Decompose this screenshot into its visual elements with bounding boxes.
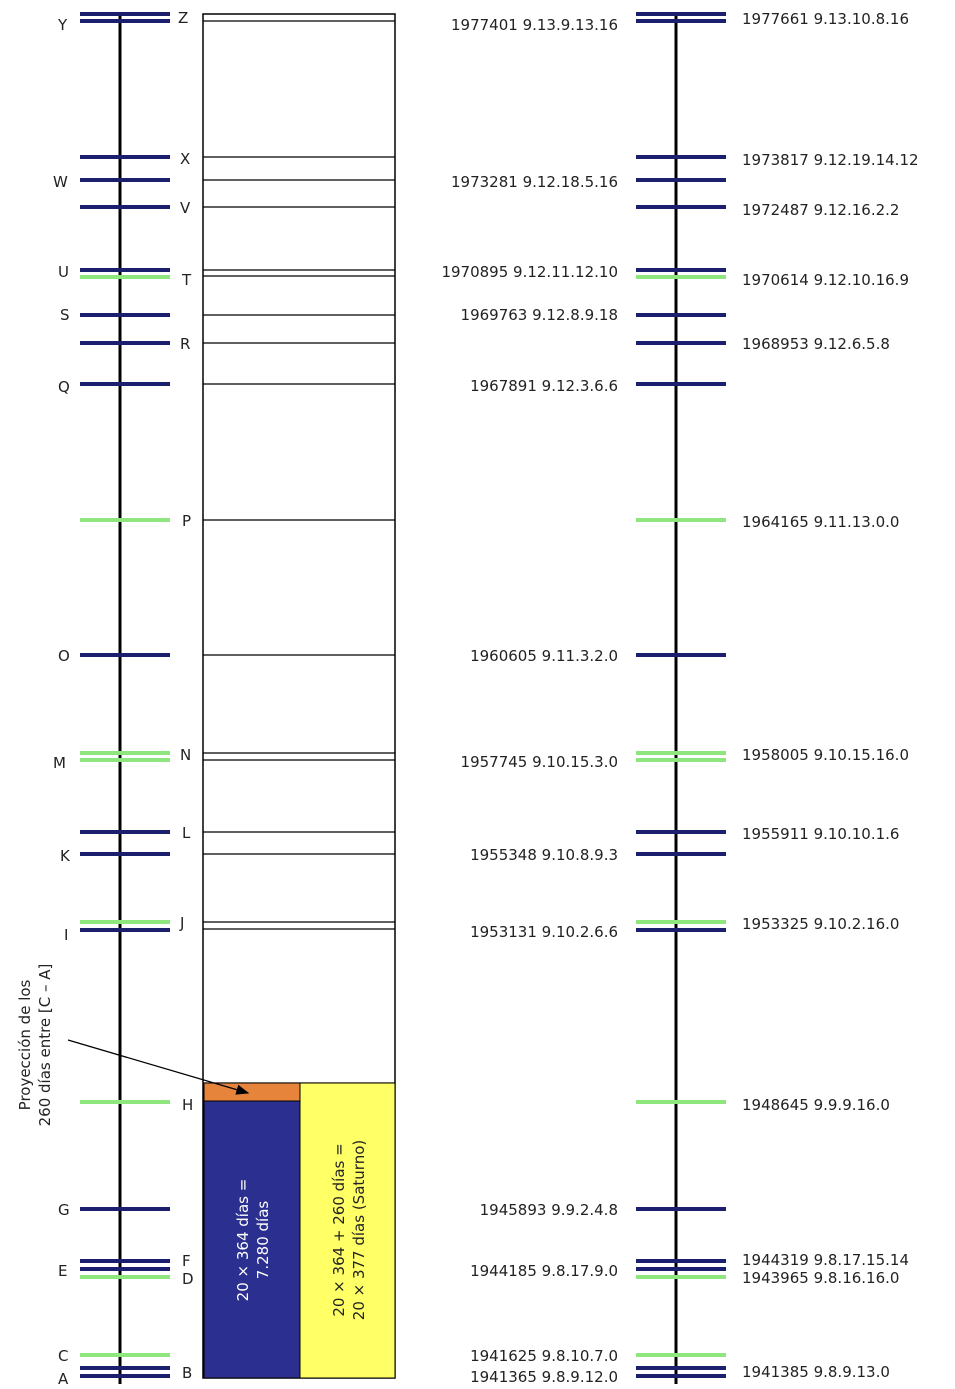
label-s: S (60, 306, 70, 324)
label-w: W (53, 173, 68, 191)
label-u: U (58, 263, 69, 281)
label-n: N (180, 746, 191, 764)
label-m: M (53, 754, 66, 772)
label-y: Y (57, 16, 68, 34)
label-j: J (179, 914, 184, 932)
label-v: V (180, 199, 191, 217)
yellow-block-line1: 20 × 364 + 260 días = (330, 1143, 348, 1316)
middle-date-i: 1953131 9.10.2.6.6 (470, 923, 618, 941)
middle-box-lines (203, 20, 395, 1084)
yellow-block-text: 20 × 364 + 260 días = 20 × 377 días (Sat… (330, 1140, 368, 1320)
right-date-h: 1948645 9.9.9.16.0 (742, 1096, 890, 1114)
projection-block (203, 1082, 301, 1102)
right-date-r: 1968953 9.12.6.5.8 (742, 335, 890, 353)
middle-date-a: 1941365 9.8.9.12.0 (470, 1368, 618, 1386)
projection-arrow (67, 1039, 250, 1095)
middle-date-o: 1960605 9.11.3.2.0 (470, 647, 618, 665)
right-date-d: 1943965 9.8.16.16.0 (742, 1269, 899, 1287)
middle-date-e: 1944185 9.8.17.9.0 (470, 1262, 618, 1280)
label-x: X (180, 150, 190, 168)
label-c: C (58, 1347, 68, 1365)
right-date-f: 1944319 9.8.17.15.14 (742, 1251, 909, 1269)
blue-block-text: 20 × 364 días = 7.280 días (234, 1179, 272, 1302)
middle-date-g: 1945893 9.9.2.4.8 (480, 1201, 618, 1219)
label-e: E (58, 1262, 67, 1280)
label-l: L (182, 824, 191, 842)
middle-dates: 1977401 9.13.9.13.16 1973281 9.12.18.5.1… (441, 16, 618, 1386)
label-g: G (58, 1201, 70, 1219)
middle-date-q: 1967891 9.12.3.6.6 (470, 377, 618, 395)
middle-date-s: 1969763 9.12.8.9.18 (461, 306, 618, 324)
right-ticks (636, 12, 726, 1378)
left-ticks (80, 12, 170, 1378)
right-date-v: 1972487 9.12.16.2.2 (742, 201, 899, 219)
left-labels: Y W U S Q O M K I G E C A (53, 16, 71, 1388)
label-d: D (182, 1270, 194, 1288)
right-date-z: 1977661 9.13.10.8.16 (742, 10, 909, 28)
label-o: O (58, 647, 70, 665)
label-i: I (64, 926, 68, 944)
label-f: F (182, 1252, 191, 1270)
label-b: B (182, 1364, 192, 1382)
right-date-j: 1953325 9.10.2.16.0 (742, 915, 899, 933)
middle-date-u: 1970895 9.12.11.12.10 (441, 263, 618, 281)
right-labels: Z X V T R P N L J H F D B (178, 9, 194, 1382)
label-r: R (180, 335, 190, 353)
blue-block (203, 1100, 301, 1379)
label-z: Z (178, 9, 188, 27)
projection-line1: Proyección de los (16, 979, 34, 1110)
right-date-x: 1973817 9.12.19.14.12 (742, 151, 919, 169)
middle-date-z: 1977401 9.13.9.13.16 (451, 16, 618, 34)
label-h: H (182, 1096, 193, 1114)
label-a: A (58, 1370, 69, 1388)
middle-date-c: 1941625 9.8.10.7.0 (470, 1347, 618, 1365)
yellow-block (299, 1082, 396, 1379)
blue-block-line1: 20 × 364 días = (234, 1179, 252, 1302)
projection-line2: 260 días entre [C – A] (36, 964, 54, 1127)
label-p: P (182, 512, 191, 530)
right-date-n: 1958005 9.10.15.16.0 (742, 746, 909, 764)
middle-date-m: 1957745 9.10.15.3.0 (461, 753, 618, 771)
right-date-b: 1941385 9.8.9.13.0 (742, 1363, 890, 1381)
label-t: T (181, 271, 192, 289)
right-dates: 1977661 9.13.10.8.16 1973817 9.12.19.14.… (742, 10, 919, 1381)
right-date-t: 1970614 9.12.10.16.9 (742, 271, 909, 289)
middle-date-v: 1973281 9.12.18.5.16 (451, 173, 618, 191)
yellow-block-line2: 20 × 377 días (Saturno) (350, 1140, 368, 1320)
right-date-l: 1955911 9.10.10.1.6 (742, 825, 899, 843)
blue-block-line2: 7.280 días (254, 1201, 272, 1280)
right-date-p: 1964165 9.11.13.0.0 (742, 513, 899, 531)
projection-annotation: Proyección de los 260 días entre [C – A] (16, 964, 54, 1127)
middle-date-k: 1955348 9.10.8.9.3 (470, 846, 618, 864)
label-k: K (60, 847, 71, 865)
label-q: Q (58, 378, 70, 396)
